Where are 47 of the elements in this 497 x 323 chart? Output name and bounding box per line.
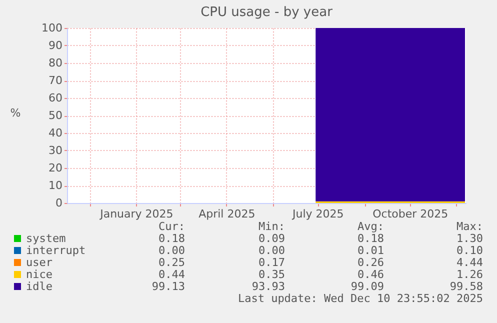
x-tick-label: January 2025 — [99, 208, 174, 220]
text: 0.17 — [258, 256, 285, 269]
text: Cur: — [158, 220, 185, 233]
text: 0.26 — [358, 256, 384, 269]
y-tick-label: 90 — [48, 39, 62, 52]
text: 99.58 — [450, 280, 483, 293]
text: 0.18 — [358, 232, 384, 245]
text: 4.44 — [456, 256, 483, 269]
y-tick-label: 40 — [48, 126, 62, 140]
y-tick-label: 50 — [48, 109, 62, 122]
y-tick-label: 20 — [48, 162, 62, 174]
text: 0.44 — [158, 268, 185, 281]
text: 93.93 — [252, 280, 285, 293]
text: 0.10 — [456, 244, 483, 257]
legend-label: idle — [26, 280, 52, 293]
text: 0.25 — [158, 256, 185, 269]
y-tick-label: 10 — [48, 179, 62, 192]
text: 99.09 — [350, 280, 384, 293]
text: 0.35 — [258, 268, 285, 281]
text: 0.18 — [158, 232, 185, 245]
text: Avg: — [358, 220, 384, 233]
legend-label: system — [26, 232, 66, 245]
x-tick-label: July 2025 — [291, 208, 344, 220]
x-tick-label: October 2025 — [372, 208, 448, 220]
y-tick-label: 60 — [48, 92, 62, 104]
text: Last update: Wed Dec 10 23:55:02 2025 — [238, 292, 483, 305]
text: 0.46 — [358, 268, 384, 281]
text: 0.00 — [258, 244, 285, 257]
y-tick-label: 30 — [48, 144, 62, 157]
legend-label: nice — [26, 268, 52, 281]
legend-label: interrupt — [26, 244, 86, 257]
text: 0.01 — [358, 244, 384, 257]
y-tick-label: 80 — [48, 56, 62, 70]
chart-title: CPU usage - by year — [200, 5, 334, 20]
text: 1.30 — [456, 232, 483, 245]
y-tick-label: 0 — [56, 196, 62, 210]
text: 0.09 — [258, 232, 285, 245]
text: Min: — [258, 220, 285, 233]
legend-label: user — [26, 256, 52, 269]
y-tick-label: 100 — [42, 22, 62, 34]
text: 0.00 — [158, 244, 185, 257]
y-axis-title: % — [10, 106, 21, 120]
text: 99.13 — [152, 280, 185, 293]
x-tick-label: April 2025 — [198, 208, 256, 220]
text: 1.26 — [456, 268, 483, 281]
y-tick-label: 70 — [48, 74, 62, 87]
text: Max: — [456, 220, 483, 233]
